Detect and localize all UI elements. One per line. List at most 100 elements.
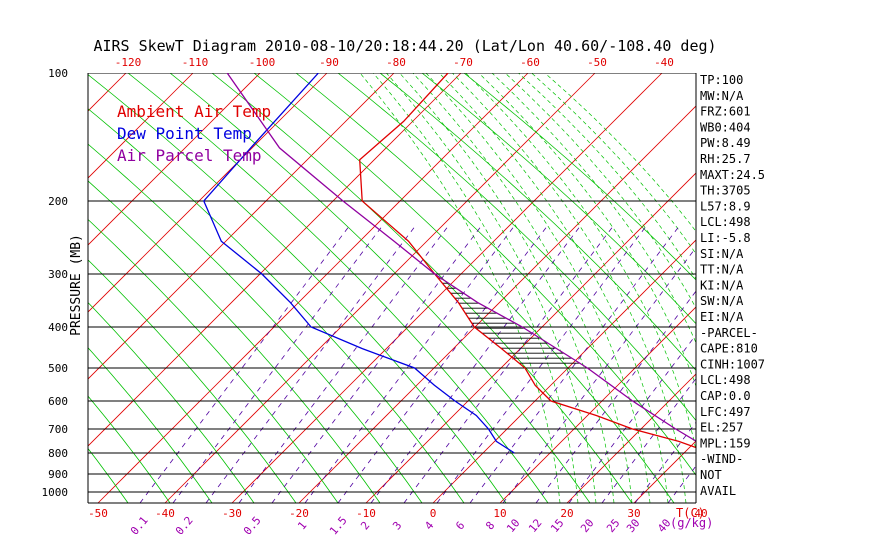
bottom-temp-tick-labels: -50 -40 -30 -20 -10 0 10 20 30 40 (88, 507, 708, 520)
stat-line: L57:8.9 (700, 199, 751, 213)
isotherm-line (768, 73, 870, 503)
bottom-temp-tick-label: 10 (493, 507, 506, 520)
bottom-temp-tick-label: -20 (289, 507, 309, 520)
pressure-tick-label: 600 (48, 395, 68, 408)
mixing-ratio-line (337, 224, 549, 503)
mixing-ratio-tick-label: 1.5 (327, 514, 350, 538)
isotherm-line (88, 73, 261, 246)
mixing-ratio-line (271, 224, 483, 503)
dry-adiabat-line (295, 73, 696, 476)
dry-adiabat-line (88, 74, 507, 503)
pressure-tick-label: 400 (48, 321, 68, 334)
isotherm-line (88, 73, 194, 179)
mixing-ratio-tick-label: 12 (526, 516, 544, 535)
bottom-temp-tick-label: 30 (627, 507, 640, 520)
isotherm-line (0, 73, 59, 503)
stat-line: -PARCEL- (700, 326, 758, 340)
bottom-temp-tick-label: -40 (155, 507, 175, 520)
top-temp-tick-label: -50 (587, 56, 607, 69)
mixing-ratio-tick-labels: 0.1 0.2 0.5 1 1.5 2 3 4 6 8 10 12 15 20 25 30 40 (128, 514, 674, 538)
stat-line: SW:N/A (700, 294, 744, 308)
grid-lines (0, 73, 870, 503)
mixing-ratio-line (139, 224, 351, 503)
mixing-ratio-line (502, 246, 696, 503)
pressure-tick-label: 500 (48, 362, 68, 375)
legend-ambient: Ambient Air Temp (117, 102, 271, 121)
stat-line: CAP:0.0 (700, 389, 751, 403)
bottom-temp-tick-label: 20 (560, 507, 573, 520)
mixing-ratio-tick-label: 2 (358, 519, 372, 532)
stat-line: LI:-5.8 (700, 231, 751, 245)
series-line-1 (203, 73, 515, 454)
isotherm-line (88, 73, 328, 313)
mixing-ratio-tick-label: 10 (504, 516, 522, 535)
mixing-ratio-tick-label: 20 (578, 516, 596, 535)
stat-line: LCL:498 (700, 373, 751, 387)
legend-dewpoint: Dew Point Temp (117, 124, 252, 143)
top-temp-tick-label: -100 (249, 56, 276, 69)
stat-line: MW:N/A (700, 89, 744, 103)
dry-adiabat-line (379, 73, 696, 371)
top-temp-tick-label: -60 (520, 56, 540, 69)
stat-line: SI:N/A (700, 247, 744, 261)
stat-line: PW:8.49 (700, 136, 751, 150)
moist-adiabat-line (544, 73, 696, 233)
mixing-ratio-line (436, 224, 648, 503)
pressure-tick-label: 1000 (42, 486, 69, 499)
stat-line: MAXT:24.5 (700, 168, 765, 182)
isotherm-line (88, 73, 462, 447)
temp-unit-label: T(C) (676, 506, 705, 520)
top-temp-tick-label: -70 (453, 56, 473, 69)
dry-adiabat-line (88, 301, 255, 503)
moist-adiabat-line (399, 73, 615, 503)
stat-line: LCL:498 (700, 215, 751, 229)
bottom-temp-tick-label: 40 (694, 507, 707, 520)
isotherm-line (164, 73, 596, 503)
pressure-tick-label: 100 (48, 67, 68, 80)
pressure-tick-label: 200 (48, 195, 68, 208)
isotherm-line (835, 73, 870, 503)
stat-line: CAPE:810 (700, 342, 758, 356)
moist-adiabat-line (504, 73, 696, 309)
stat-line: EI:N/A (700, 310, 744, 324)
stat-line: MPL:159 (700, 436, 751, 450)
dry-adiabat-line (88, 447, 129, 503)
pressure-tick-labels: 100 200 300 400 500 600 700 800 900 1000 (42, 67, 69, 499)
mixing-ratio-line (238, 224, 450, 503)
mixing-ratio-tick-label: 6 (453, 519, 467, 532)
mixing-ratio-tick-label: 1 (295, 519, 309, 532)
moist-adiabat-line (452, 73, 687, 503)
mixing-ratio-line (403, 224, 615, 503)
pressure-tick-label: 900 (48, 468, 68, 481)
legend-parcel: Air Parcel Temp (117, 146, 262, 165)
mixing-ratio-tick-label: 8 (483, 519, 497, 532)
top-temp-tick-label: -120 (115, 56, 142, 69)
isotherm-line (499, 306, 696, 503)
mixing-ratio-tick-label: 4 (422, 519, 436, 533)
dry-adiabat-line (88, 218, 339, 503)
moist-adiabat-line (531, 73, 696, 255)
isotherm-line (566, 373, 696, 503)
top-temp-tick-labels: -120 -110 -100 -90 -80 -70 -60 -50 -40 (115, 56, 674, 69)
stat-line: AVAIL (700, 484, 736, 498)
pressure-tick-label: 800 (48, 447, 68, 460)
mixing-ratio-tick-label: 3 (390, 519, 404, 532)
moist-adiabat-line (372, 73, 579, 503)
mixing-ratio-line (568, 334, 696, 503)
moist-adiabat-line (425, 73, 651, 503)
legend: Ambient Air Temp Dew Point Temp Air Parc… (117, 102, 271, 165)
stat-line: CINH:1007 (700, 357, 765, 371)
stat-line: -WIND- (700, 452, 743, 466)
mixing-ratio-line (469, 224, 681, 503)
y-axis-label: PRESSURE (MB) (69, 234, 84, 336)
mixing-ratio-line (667, 465, 696, 503)
dry-adiabat-line (0, 73, 2, 503)
pressure-tick-label: 300 (48, 268, 68, 281)
dry-adiabat-line (88, 347, 213, 503)
mixing-ratio-unit-label: (g/kg) (670, 516, 713, 530)
stat-line: EL:257 (700, 421, 743, 435)
moist-adiabat-line (491, 73, 696, 344)
dry-adiabat-line (169, 73, 591, 503)
dry-adiabat-line (337, 73, 696, 422)
